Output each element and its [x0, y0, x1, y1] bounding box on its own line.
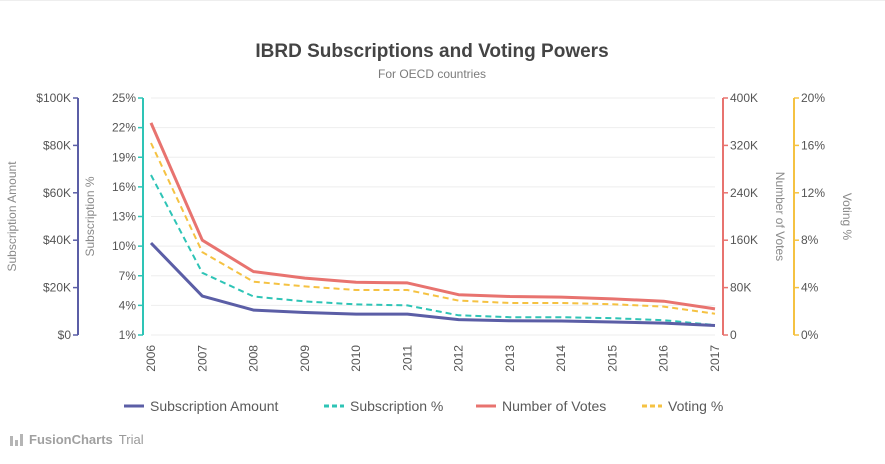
legend-label: Subscription %: [350, 398, 443, 414]
series-lines: [149, 122, 716, 327]
axis-title-subpct: Subscription %: [83, 176, 97, 256]
series-line-votes: [149, 122, 716, 311]
x-tick-label: 2007: [195, 345, 209, 372]
x-tick-label: 2010: [349, 345, 363, 372]
axis-tick-label: 16%: [112, 180, 136, 194]
axis-tick-label: 16%: [801, 138, 825, 152]
axis-tick-label: 1%: [119, 328, 137, 342]
legend-label: Number of Votes: [502, 398, 606, 414]
x-tick-label: 2006: [144, 345, 158, 372]
axis-tick-label: 400K: [730, 91, 758, 105]
series-line-amount: [149, 241, 716, 327]
x-tick-label: 2016: [657, 345, 671, 372]
series-line-subpct: [150, 174, 716, 327]
x-tick-label: 2008: [247, 345, 261, 372]
legend-item-subpct[interactable]: Subscription %: [324, 398, 443, 414]
axis-title-votepct: Voting %: [840, 193, 854, 241]
axis-tick-label: 13%: [112, 210, 136, 224]
axes: $0 $20K $40K $60K $80K $100K Subscription Amou…: [5, 91, 854, 372]
axis-tick-label: 4%: [119, 298, 137, 312]
x-tick-label: 2009: [298, 345, 312, 372]
axis-tick-label: 160K: [730, 233, 758, 247]
axis-tick-label: 19%: [112, 150, 136, 164]
fusioncharts-logo-icon: [10, 433, 23, 446]
fusioncharts-credit[interactable]: FusionCharts Trial: [10, 432, 144, 447]
series-line-votepct: [150, 142, 716, 315]
axis-tick-label: 80K: [730, 281, 751, 295]
top-border: [0, 0, 885, 1]
axis-tick-label: 12%: [801, 186, 825, 200]
axis-tick-label: $80K: [43, 138, 71, 152]
axis-tick-label: 4%: [801, 281, 819, 295]
axis-tick-label: 22%: [112, 121, 136, 135]
credit-suffix: Trial: [118, 432, 144, 447]
legend-label: Voting %: [668, 398, 723, 414]
axis-title-amount: Subscription Amount: [5, 161, 19, 272]
legend[interactable]: Subscription Amount Subscription % Number …: [124, 398, 723, 414]
legend-label: Subscription Amount: [150, 398, 279, 414]
axis-tick-label: $0: [58, 328, 72, 342]
axis-tick-label: $40K: [43, 233, 71, 247]
axis-tick-label: 0%: [801, 328, 819, 342]
axis-tick-label: $20K: [43, 281, 71, 295]
axis-tick-label: 8%: [801, 233, 819, 247]
legend-item-amount[interactable]: Subscription Amount: [124, 398, 279, 414]
x-tick-label: 2012: [452, 345, 466, 372]
axis-tick-label: 25%: [112, 91, 136, 105]
grid-lines: [151, 97, 715, 336]
x-tick-label: 2013: [503, 345, 517, 372]
credit-brand: FusionCharts: [29, 432, 113, 447]
legend-item-votes[interactable]: Number of Votes: [476, 398, 606, 414]
x-tick-label: 2015: [605, 345, 619, 372]
chart-subtitle: For OECD countries: [378, 67, 486, 81]
axis-title-votes: Number of Votes: [773, 172, 787, 261]
axis-tick-label: 0: [730, 328, 737, 342]
axis-tick-label: 10%: [112, 239, 136, 253]
x-tick-label: 2017: [708, 345, 722, 372]
axis-tick-label: 20%: [801, 91, 825, 105]
axis-tick-label: 240K: [730, 186, 758, 200]
axis-tick-label: 320K: [730, 138, 758, 152]
axis-tick-label: $100K: [36, 91, 71, 105]
axis-tick-label: 7%: [119, 269, 137, 283]
legend-item-votepct[interactable]: Voting %: [642, 398, 723, 414]
x-tick-label: 2014: [554, 345, 568, 372]
axis-tick-label: $60K: [43, 186, 71, 200]
x-tick-label: 2011: [400, 345, 414, 371]
chart-title: IBRD Subscriptions and Voting Powers: [255, 41, 608, 62]
